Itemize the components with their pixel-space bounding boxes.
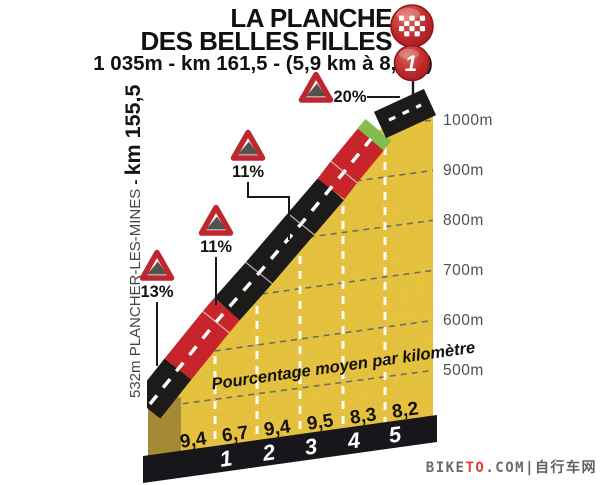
start-elevation: 532m [127,360,144,398]
watermark: BIKETO.COM|自行车网 [426,459,597,476]
km-tick-2: 2 [260,439,277,466]
watermark-cn: |自行车网 [525,459,597,476]
title-line1: LA PLANCHE [230,3,392,33]
warning-triangle-icon [198,204,234,236]
warning-label-20pct: 20% [333,88,366,106]
gradient-km1: 9,4 [179,428,209,453]
gradient-km3: 9,4 [263,416,293,441]
gradient-km2: 6,7 [221,422,250,446]
category-number: 1 [405,51,417,76]
gradient-km6: 8,2 [391,398,420,422]
mountain-glyph [238,141,258,155]
start-km: km 155,5 [121,85,145,176]
mountain-glyph [147,261,167,275]
road-km-mark [330,160,358,184]
watermark-to: TO [465,460,485,476]
km-axis: 1 2 3 4 5 [143,415,437,483]
elevation-label-600: 600m [443,312,484,329]
road-km-mark [245,261,273,285]
start-location-label: 532m PLANCHER-LES-MINES - km 155,5 [121,85,145,398]
warning-triangle-icon [139,249,175,281]
start-place: PLANCHER-LES-MINES [127,189,144,361]
badge-gloss [399,49,419,59]
badge-circle [393,44,431,82]
mountain-glyph [306,83,326,97]
warning-triangle-icon [298,71,334,103]
watermark-com: .COM [485,460,525,476]
title-line2: DES BELLES FILLES [140,26,392,56]
elevation-axis: 1000m 900m 800m 700m 600m 500m [443,112,493,379]
km-tick-1: 1 [218,445,234,471]
category-1-badge: 1 [393,44,431,82]
warning-connectors [156,96,400,366]
summit-road-dashes [388,103,422,122]
road-km-marks [202,160,358,334]
gradient-values: 9,4 6,7 9,4 9,5 8,3 8,2 [179,398,420,452]
km-tick-4: 4 [345,427,362,454]
elevation-label-1000: 1000m [443,112,493,129]
gradient-km5: 8,3 [349,404,378,428]
km-axis-band [143,415,437,483]
elevation-label-700: 700m [443,262,484,279]
summit-finish-icon [390,4,434,48]
elevation-label-500: 500m [443,362,484,379]
checker-pattern [399,15,425,37]
road [147,88,437,419]
title-subtitle: 1 035m - km 161,5 - (5,9 km à 8,5%) [93,52,433,75]
road-centerline-dashes [148,137,373,406]
warning-triangle-icon [230,129,266,161]
warning-label-11pct-a: 11% [200,238,232,256]
elevation-label-900: 900m [443,162,484,179]
gridline-500m [149,369,433,409]
km-tick-3: 3 [303,433,319,459]
steep-warnings: 13% 11% 11% 20% [139,71,367,301]
watermark-bike: BIKE [426,460,466,476]
badge-gloss [396,8,420,20]
finish-line-green-stripe [357,119,392,151]
warning-label-11pct-b: 11% [232,163,264,181]
elevation-label-800: 800m [443,212,484,229]
connector-11pct-b [247,182,290,240]
warning-label-13pct: 13% [140,283,173,301]
km-tick-5: 5 [387,421,403,448]
title-block: LA PLANCHE DES BELLES FILLES 1 035m - km… [93,3,433,75]
road-km-mark [202,310,230,334]
gradient-km4: 9,5 [306,410,336,435]
start-dash: - [127,175,144,188]
road-km-mark [287,212,315,236]
mountain-glyph [206,216,226,230]
gridline-600m [192,319,433,355]
